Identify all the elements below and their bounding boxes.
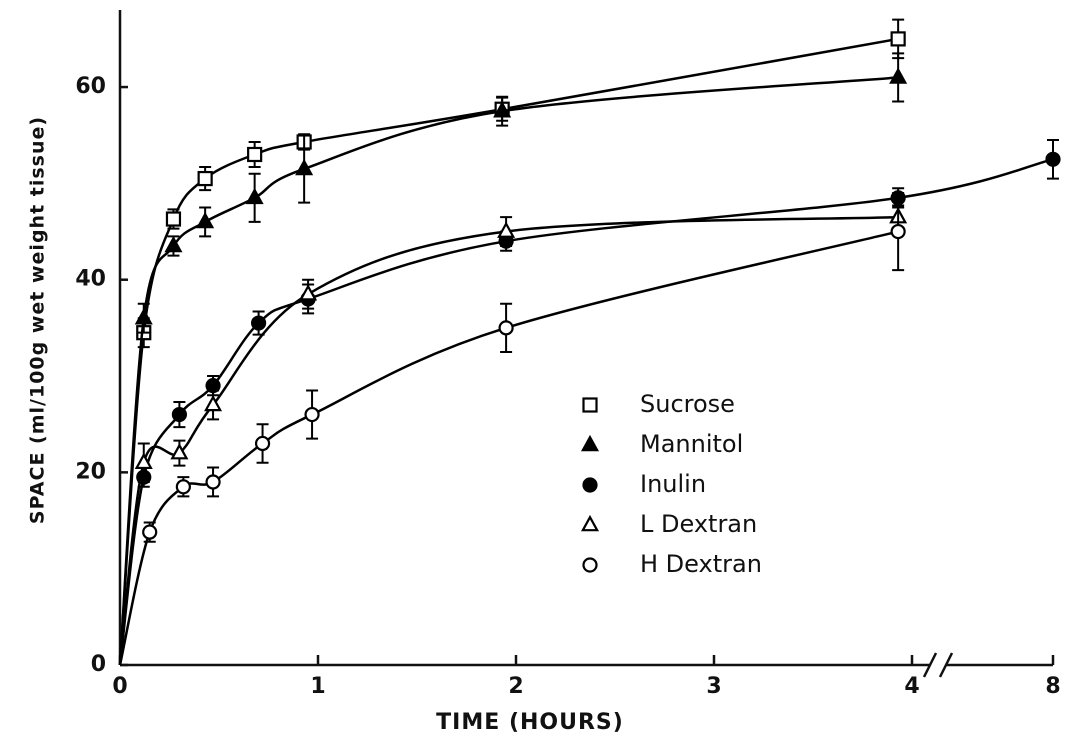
x-tick-label: 0 [112,674,127,699]
marker [247,146,263,163]
x-tick-label: 8 [1045,674,1060,699]
marker [134,452,153,470]
legend-marker [582,557,598,573]
marker [304,406,320,423]
marker [493,101,512,118]
marker [299,284,318,301]
x-axis-label: TIME (HOURS) [436,710,624,735]
marker [205,474,221,490]
marker [196,211,215,229]
y-tick-label: 60 [75,74,106,99]
axis-break [922,652,954,678]
marker [1045,151,1061,167]
marker [497,221,516,238]
x-tick-label: 1 [310,674,325,699]
marker [204,394,223,412]
x-tick-label: 3 [706,674,721,699]
marker [889,67,908,84]
marker [498,320,514,336]
marker [197,170,213,187]
x-tick-label: 2 [508,674,523,699]
legend-marker [580,514,600,532]
marker [142,524,158,540]
y-tick-label: 0 [91,652,106,677]
marker [134,308,153,325]
legend-label: H Dextran [640,550,762,578]
legend-marker [582,477,598,493]
fit-curve [118,230,899,666]
x-tick-label: 4 [904,674,919,699]
y-tick-label: 20 [75,459,106,484]
legend-label: L Dextran [640,510,757,538]
marker [164,235,183,253]
marker [245,187,264,205]
legend-label: Inulin [640,470,706,498]
marker [890,31,906,47]
legend-marker [582,397,598,413]
marker [251,315,267,331]
marker [170,443,189,460]
legend-marker [580,434,600,452]
marker [890,223,906,240]
y-axis-label: SPACE (ml/100g wet weight tissue) [27,116,49,524]
legend-label: Mannitol [640,430,743,458]
marker [254,435,271,452]
marker [171,406,187,423]
marker [175,479,191,495]
legend-label: Sucrose [640,390,735,418]
marker [295,158,314,176]
y-tick-label: 40 [75,267,106,292]
fit-curve [118,215,899,666]
marker [165,211,182,227]
